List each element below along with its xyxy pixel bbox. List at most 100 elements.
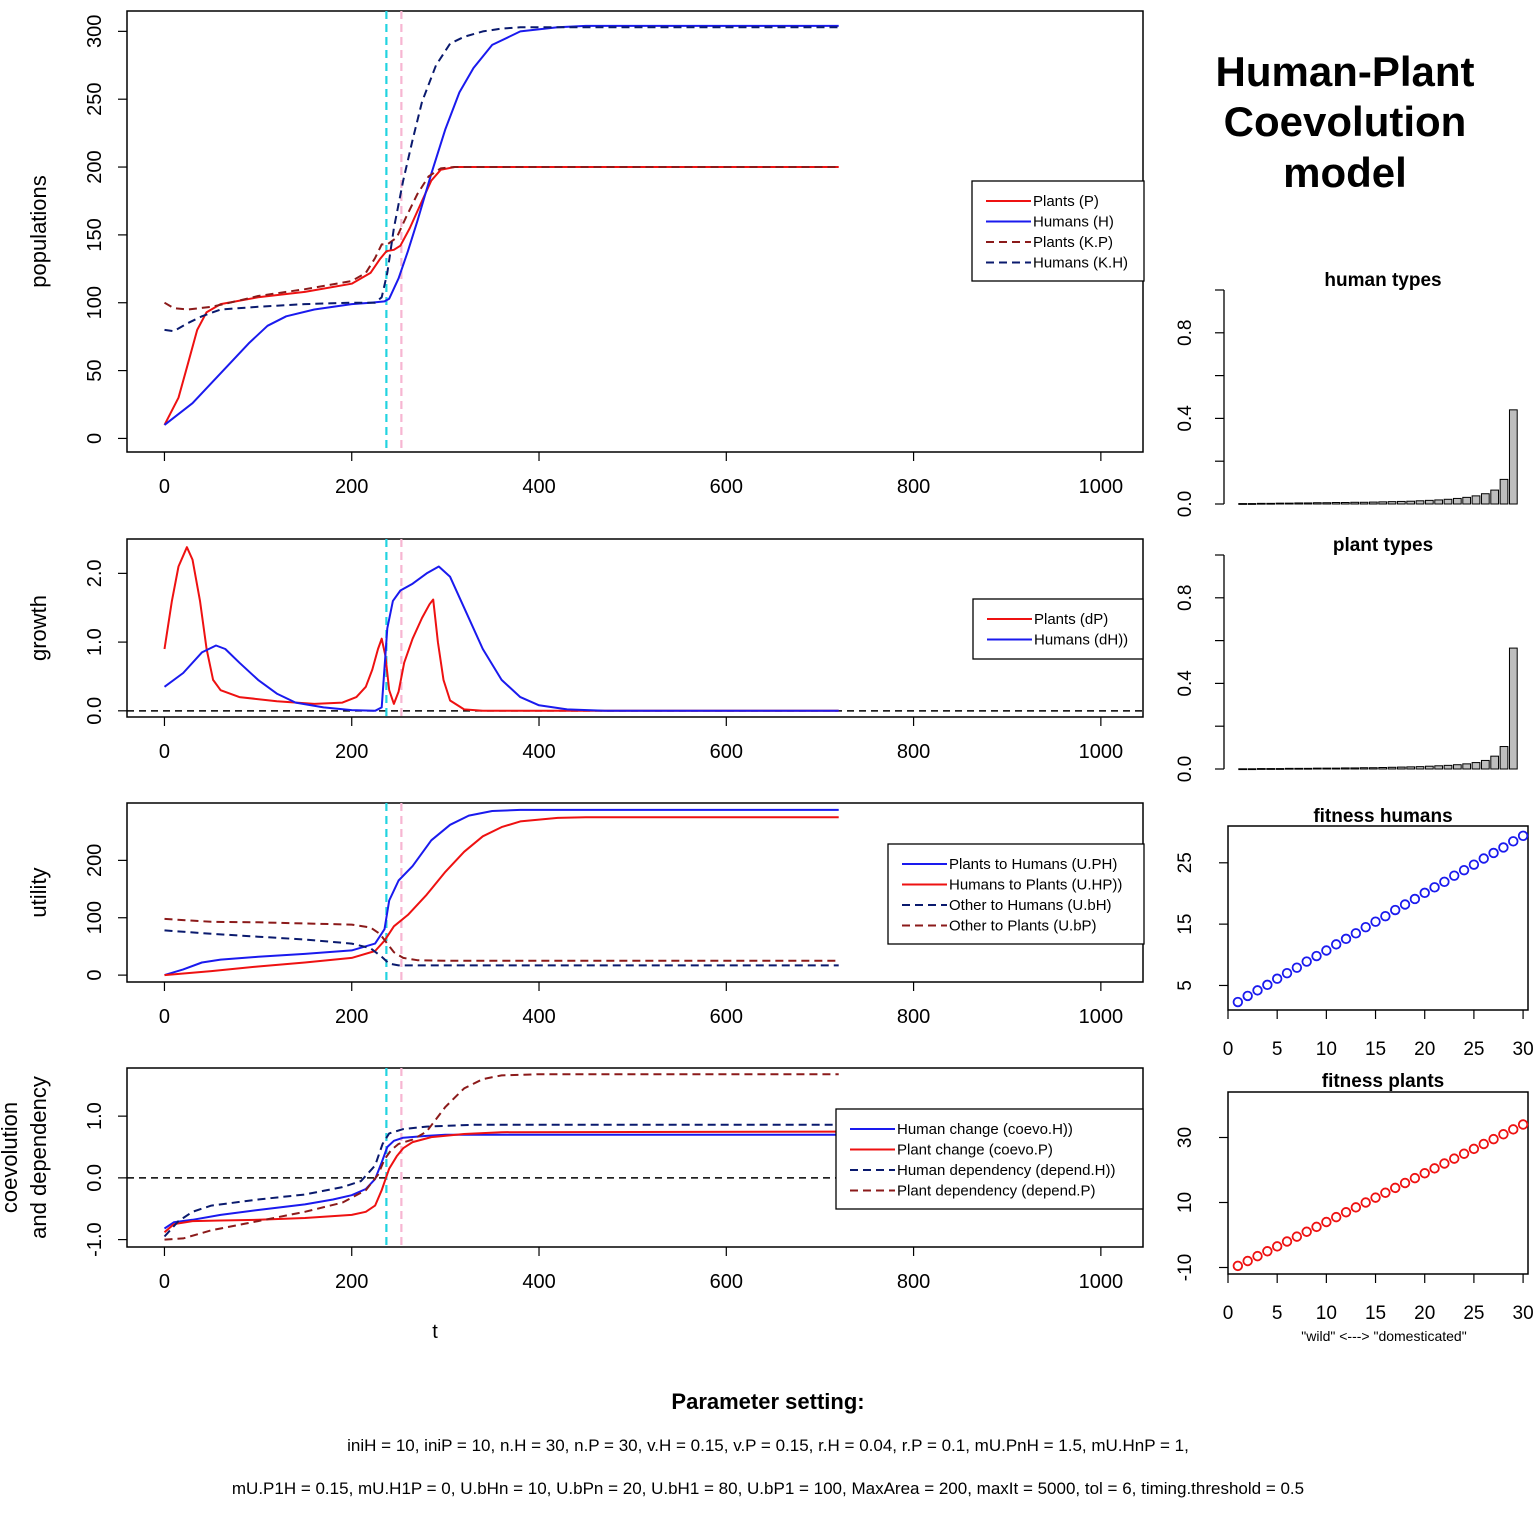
bar <box>1331 767 1341 770</box>
scatter-point <box>1232 996 1244 1008</box>
scatter-point <box>1399 1177 1411 1189</box>
scatter-point <box>1409 893 1421 905</box>
y-tick-label: 25 <box>1175 852 1196 873</box>
panel-title: fitness plants <box>1322 1071 1444 1092</box>
panel-growth: 0 200 400 600 800 1000 0.0 1.0 2.0 growth Plants (… <box>26 538 1144 763</box>
bar <box>1471 762 1481 770</box>
bar <box>1434 765 1444 770</box>
scatter-point <box>1360 1197 1371 1208</box>
y-tick-label: 200 <box>84 844 106 877</box>
x-tick-label: 800 <box>897 476 930 498</box>
coevolution-legend: Human change (coevo.H)) Plant change (coe… <box>835 1108 1144 1210</box>
legend-entry-label: Plants (P) <box>1033 193 1099 210</box>
bar <box>1284 502 1294 505</box>
series-line-human-dependency-depend-h- <box>163 1123 839 1238</box>
legend-box <box>971 180 1145 282</box>
scatter-point <box>1517 830 1529 842</box>
legend-entry-label: Human dependency (depend.H)) <box>897 1162 1115 1179</box>
bar <box>1350 501 1360 505</box>
x-tick-label: 15 <box>1365 1039 1386 1060</box>
bar <box>1378 501 1388 505</box>
growth-legend: Plants (dP) Humans (dH)) <box>972 598 1144 660</box>
scatter-point <box>1488 1133 1499 1145</box>
bar <box>1247 768 1257 771</box>
scatter-point <box>1468 859 1480 870</box>
y-tick-label: 0.0 <box>84 697 106 725</box>
fitness_plants-plot-frame <box>1227 1091 1529 1275</box>
scatter-point <box>1449 1153 1460 1164</box>
scatter-point <box>1468 1143 1480 1155</box>
scatter-point <box>1498 1129 1509 1140</box>
y-tick-label: -10 <box>1175 1254 1196 1281</box>
series-line-other-to-plants-u-bp- <box>164 917 839 962</box>
y-axis-label: growth <box>26 595 51 661</box>
scatter-point <box>1458 864 1470 876</box>
panel-fitness_humans: fitness humans 5 15 25 0 5 10 15 20 25 30 <box>1175 806 1534 1060</box>
y-tick-label: 0 <box>84 433 106 444</box>
legend-entry-label: Plants (K.P) <box>1033 234 1113 251</box>
scatter-point <box>1439 1158 1450 1169</box>
bar <box>1499 746 1509 770</box>
y-tick-label: 0.0 <box>1175 756 1196 782</box>
legend-entry-label: Humans (K.H) <box>1033 255 1128 272</box>
legend-entry-label: Other to Plants (U.bP) <box>949 918 1097 935</box>
y-tick-label: 0.4 <box>1175 405 1196 432</box>
scatter-point <box>1340 1207 1352 1218</box>
scatter-point <box>1380 1187 1391 1198</box>
y-tick-label: 10 <box>1175 1192 1196 1213</box>
scatter-point <box>1478 1138 1489 1150</box>
bar <box>1275 768 1285 770</box>
y-tick-label: 300 <box>84 15 106 48</box>
x-tick-label: 1000 <box>1079 1271 1124 1293</box>
bar <box>1508 647 1518 770</box>
scatter-point <box>1390 1182 1401 1194</box>
bar <box>1471 495 1481 505</box>
bar <box>1294 767 1304 770</box>
bar <box>1396 500 1406 505</box>
scatter-point <box>1321 1216 1332 1228</box>
bar <box>1452 497 1462 505</box>
x-tick-label: 0 <box>159 1271 170 1293</box>
utility-legend: Plants to Humans (U.PH) Humans to Plants … <box>887 843 1145 945</box>
y-tick-label: 0.4 <box>1175 670 1196 697</box>
bar <box>1368 767 1378 770</box>
scatter-point <box>1262 979 1273 991</box>
x-tick-label: 20 <box>1414 1303 1435 1324</box>
x-tick-label: 10 <box>1316 1303 1337 1324</box>
legend-box <box>972 598 1144 660</box>
bar <box>1359 767 1369 770</box>
scatter-point <box>1370 1192 1381 1203</box>
legend-box <box>887 843 1145 945</box>
fitness_humans-plot-frame <box>1227 825 1529 1011</box>
bar <box>1256 502 1266 505</box>
scatter-point <box>1419 1168 1430 1179</box>
bar <box>1424 499 1434 505</box>
bar <box>1322 502 1332 505</box>
scatter-point <box>1508 836 1519 847</box>
scatter-point <box>1321 945 1332 956</box>
populations-legend: Plants (P) Humans (H) Plants (K.P) Humans (… <box>971 180 1145 282</box>
scatter-point <box>1281 1236 1293 1247</box>
panel-title: plant types <box>1333 535 1433 556</box>
bar <box>1490 755 1500 770</box>
x-tick-label: 5 <box>1272 1039 1283 1060</box>
legend-entry-label: Plants (dP) <box>1034 611 1108 628</box>
scatter-point <box>1399 899 1411 910</box>
bar <box>1415 500 1425 505</box>
scatter-point <box>1517 1119 1529 1130</box>
bar <box>1294 502 1304 505</box>
x-tick-label: 400 <box>522 1271 555 1293</box>
x-tick-label: 200 <box>335 1006 368 1028</box>
scatter-point <box>1370 916 1381 927</box>
x-tick-label: 30 <box>1513 1039 1534 1060</box>
x-tick-label: 200 <box>335 741 368 763</box>
series-line-plants-dp- <box>163 546 839 712</box>
scatter-point <box>1390 904 1401 916</box>
panel-human_types: human types 0.0 0.4 0.8 <box>1175 270 1518 517</box>
bar <box>1247 503 1257 505</box>
series-line-plant-change-coevo-p- <box>163 1130 839 1233</box>
bar <box>1387 501 1397 505</box>
x-tick-label: 800 <box>897 1271 930 1293</box>
bar <box>1359 501 1369 505</box>
